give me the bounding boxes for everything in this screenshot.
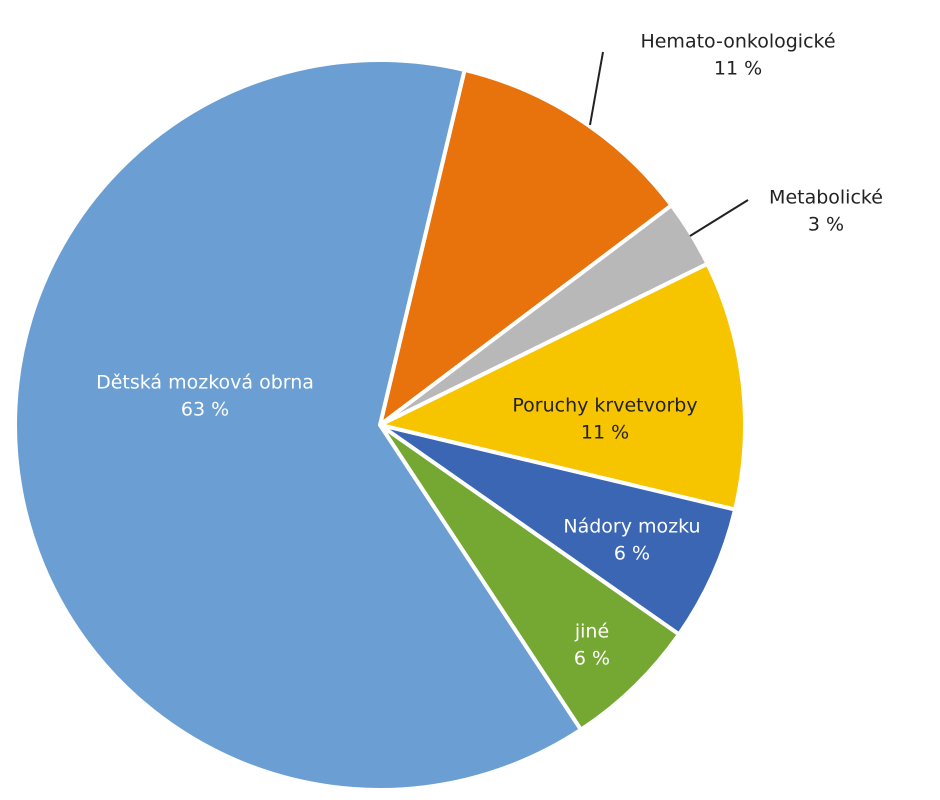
pie-slice	[13, 58, 584, 792]
pie-slice	[374, 261, 747, 512]
slice-value-label: 11 %	[581, 422, 629, 444]
pie-slice	[378, 423, 682, 733]
slice-label: Poruchy krvetvorby	[512, 395, 697, 417]
slice-label: Dětská mozková obrna	[96, 372, 314, 394]
slice-value-label: 6 %	[574, 648, 610, 670]
pie-slice	[378, 423, 738, 638]
slice-label: Metabolické	[769, 187, 883, 209]
slice-label: Nádory mozku	[563, 516, 700, 538]
slice-value-label: 6 %	[614, 543, 650, 565]
slice-value-label: 11 %	[714, 58, 762, 80]
slice-value-label: 3 %	[808, 214, 844, 236]
leader-line	[589, 51, 604, 126]
slice-value-label: 63 %	[181, 399, 229, 421]
slice-label: jiné	[574, 621, 609, 643]
pie-slice	[376, 67, 675, 430]
leader-line	[689, 199, 749, 237]
slice-label: Hemato-onkologické	[640, 31, 835, 53]
